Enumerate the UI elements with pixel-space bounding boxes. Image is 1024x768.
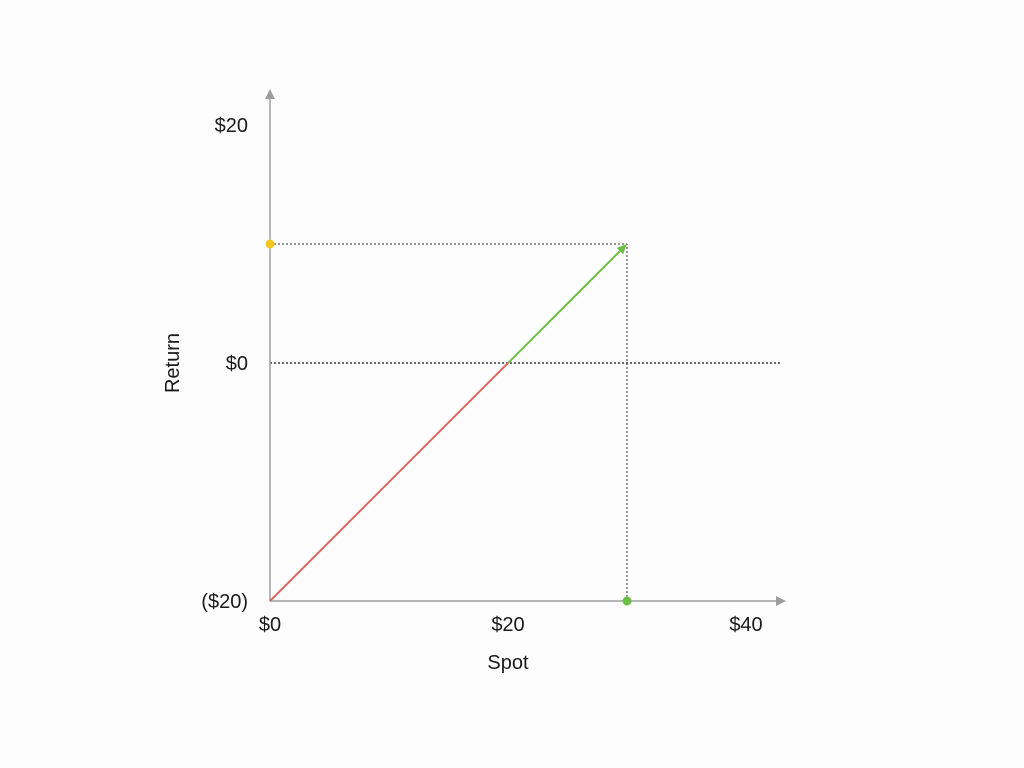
- x-tick-label-2: $40: [729, 614, 762, 636]
- y-tick-label-0: ($20): [201, 591, 248, 613]
- y-tick-label-2: $20: [215, 115, 248, 137]
- y-axis-arrowhead: [265, 89, 275, 99]
- markers: [265, 239, 632, 606]
- x-tick-label-1: $20: [491, 614, 524, 636]
- series-segment-0-1: [507, 250, 621, 364]
- x-tick-label-0: $0: [259, 614, 281, 636]
- y-axis-title: Return: [162, 333, 184, 393]
- labels: $0 $20 $40 ($20) $0 $20: [201, 115, 762, 636]
- data-marker-1: [622, 596, 632, 606]
- reference-lines: [270, 243, 782, 601]
- x-axis-title: Spot: [487, 652, 529, 674]
- axes: [265, 89, 786, 606]
- x-axis-arrowhead: [776, 596, 786, 606]
- series: [269, 244, 627, 602]
- series-arrowhead-0-1: [616, 244, 627, 255]
- series-segment-0-0: [269, 362, 509, 602]
- data-marker-0: [265, 239, 275, 249]
- y-tick-label-1: $0: [226, 353, 248, 375]
